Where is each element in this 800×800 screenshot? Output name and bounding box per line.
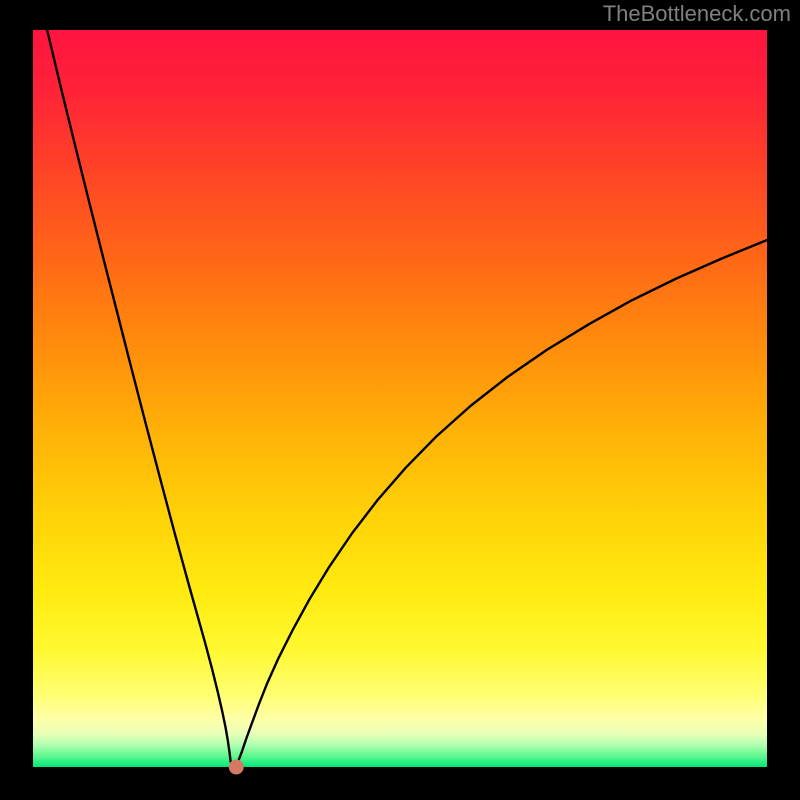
bottleneck-chart: TheBottleneck.com bbox=[0, 0, 800, 800]
plot-area bbox=[33, 30, 767, 767]
minimum-marker bbox=[229, 760, 244, 775]
watermark: TheBottleneck.com bbox=[603, 1, 791, 26]
